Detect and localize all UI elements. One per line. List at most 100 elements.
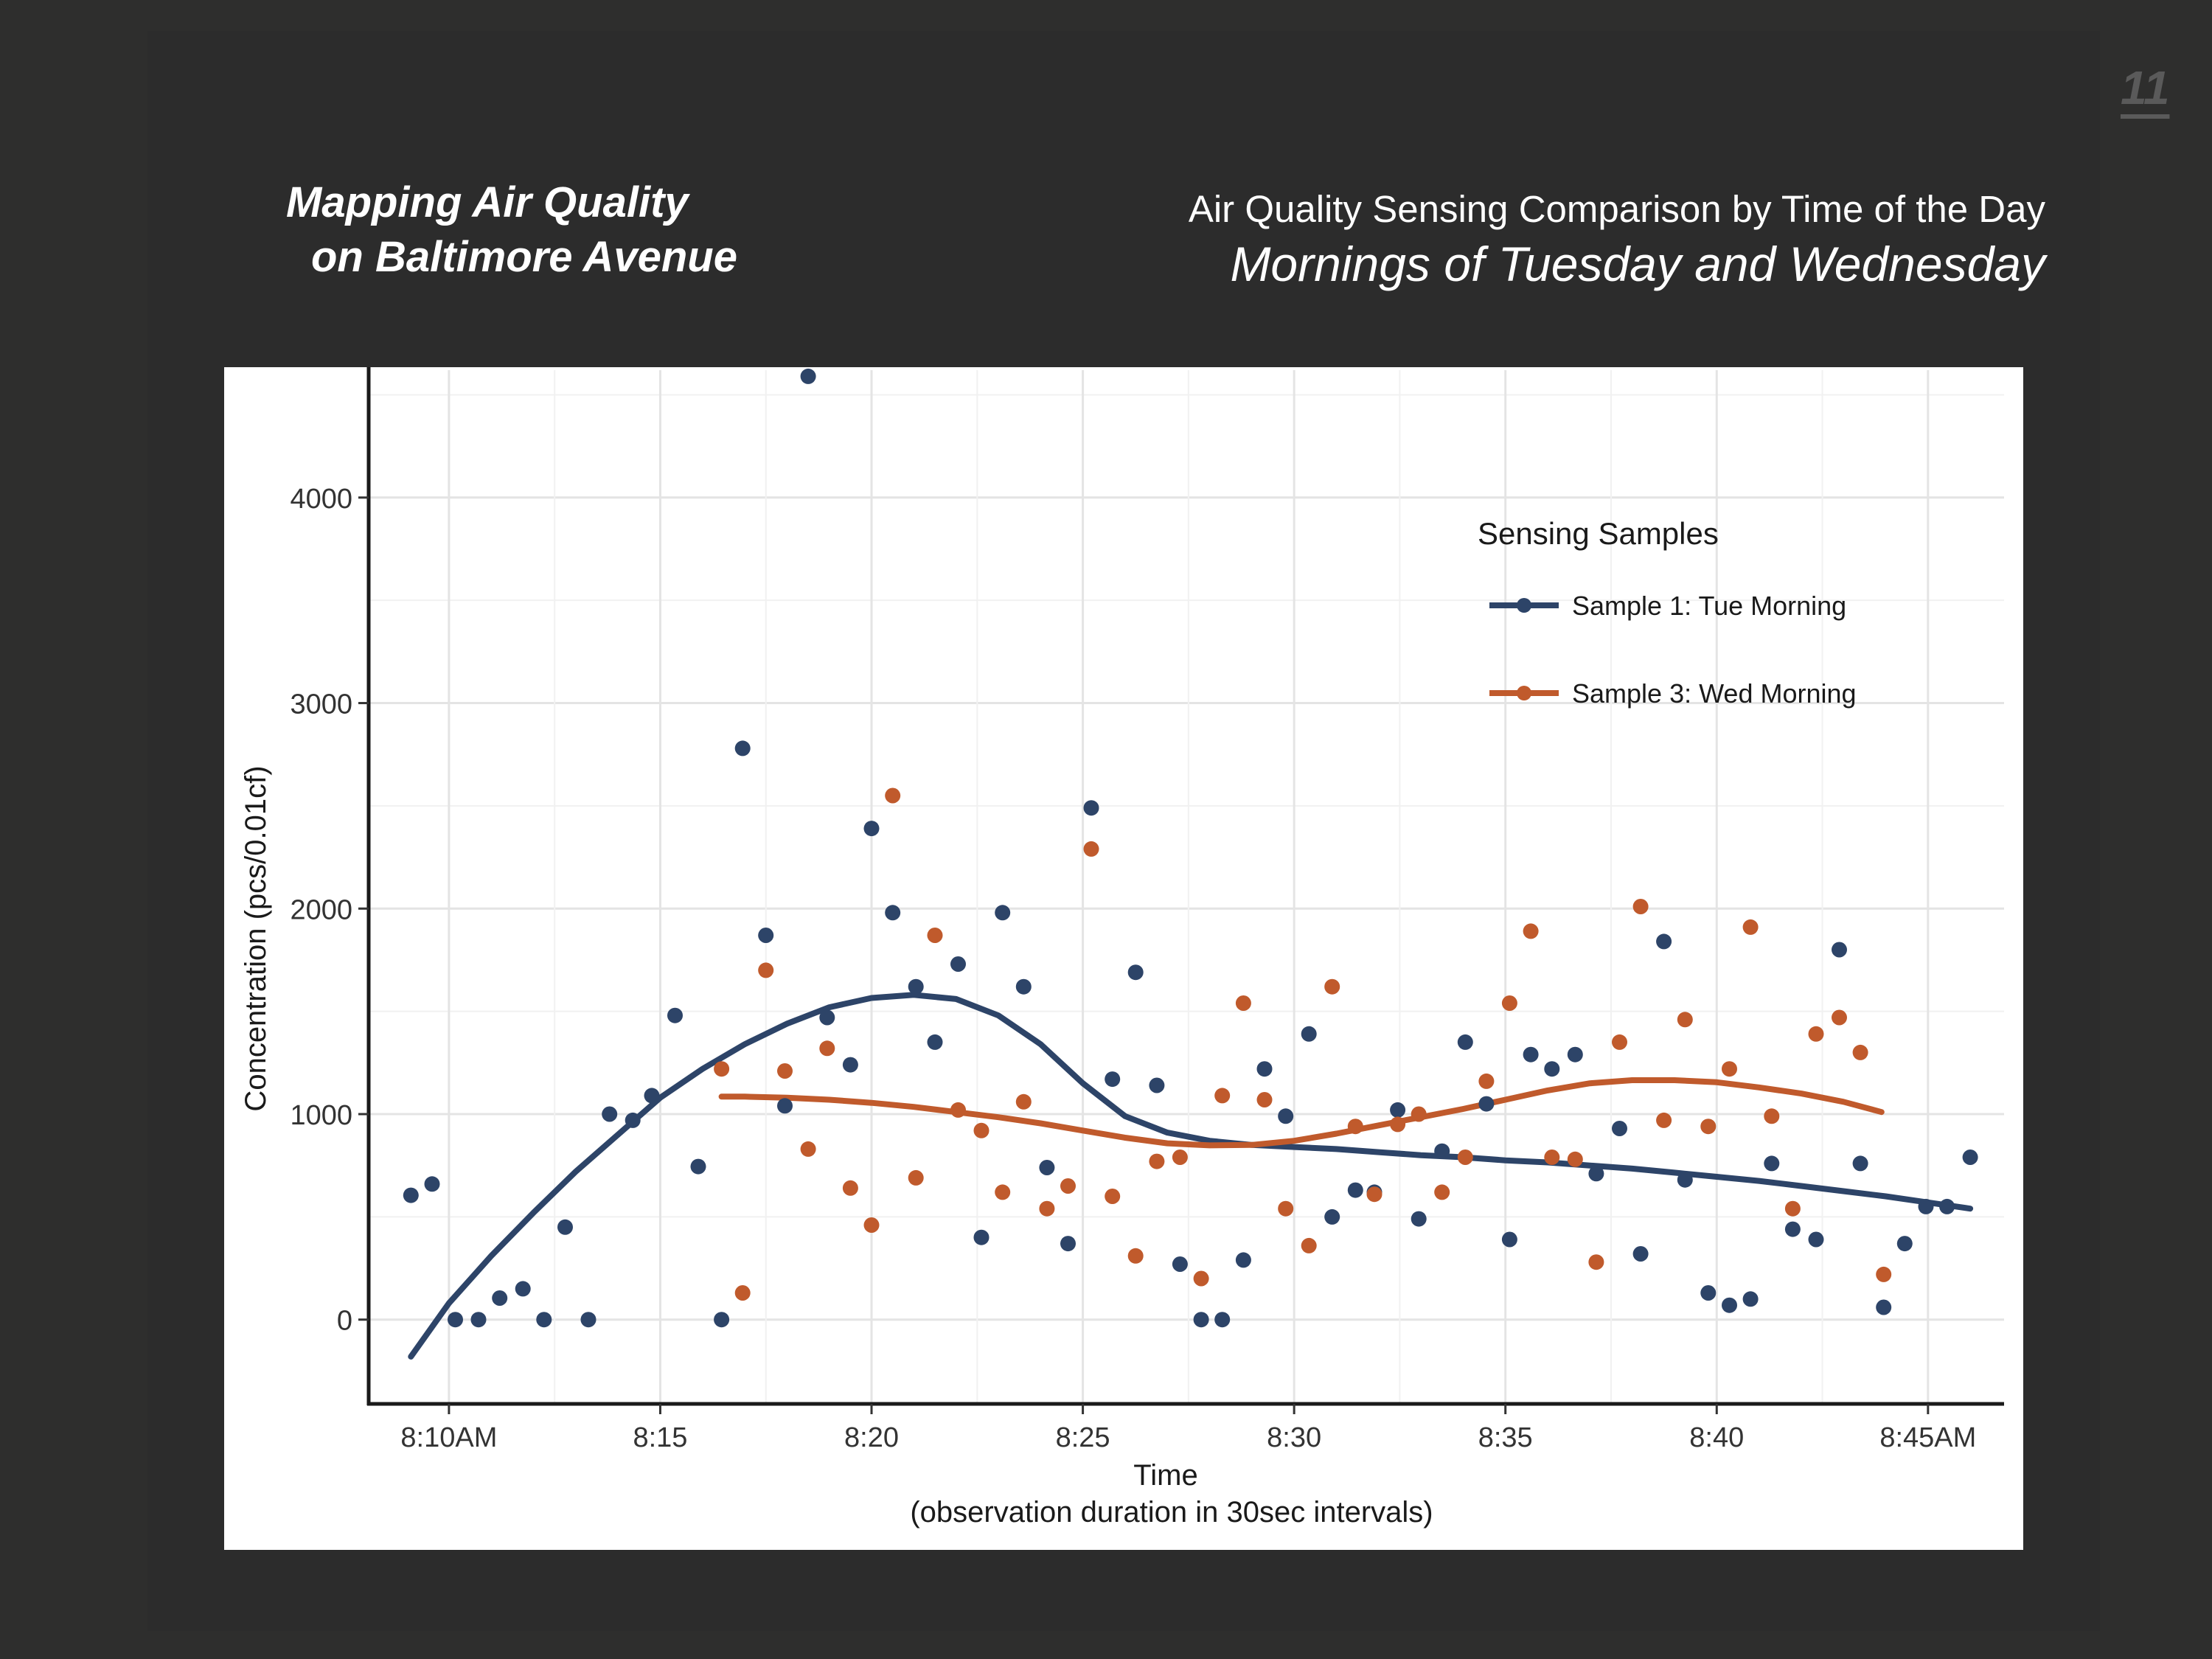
data-point-series-1	[1347, 1182, 1363, 1198]
data-point-series-1	[1324, 1208, 1340, 1225]
data-point-series-1	[714, 1312, 730, 1328]
data-point-series-1	[1808, 1231, 1824, 1248]
data-point-series-1	[1588, 1166, 1604, 1182]
y-tick-label: 3000	[290, 689, 352, 720]
data-point-series-2	[1256, 1092, 1273, 1107]
scatter-chart: 8:10AM 8:15 8:20 8:25 8:30 8:35 8:40 8:45AM 0 10…	[240, 367, 2004, 1528]
data-point-series-1	[470, 1312, 487, 1328]
data-point-series-2	[1193, 1270, 1209, 1287]
data-point-series-1	[625, 1112, 641, 1128]
data-point-series-1	[1039, 1160, 1055, 1175]
data-point-series-2	[1015, 1093, 1032, 1110]
data-point-series-1	[1015, 978, 1032, 995]
data-point-series-2	[714, 1061, 730, 1077]
data-point-series-1	[1193, 1312, 1209, 1328]
data-point-series-1	[557, 1219, 573, 1235]
data-point-series-1	[1764, 1155, 1780, 1172]
data-point-series-1	[1256, 1061, 1273, 1077]
x-tick-label: 8:10AM	[400, 1422, 497, 1453]
data-point-series-1	[1784, 1221, 1801, 1237]
x-tick-label: 8:35	[1478, 1422, 1533, 1453]
data-point-series-1	[1852, 1155, 1868, 1172]
data-point-series-1	[1127, 964, 1144, 981]
data-point-series-1	[758, 928, 774, 943]
y-tick-label: 1000	[290, 1100, 352, 1131]
data-point-series-1	[602, 1106, 618, 1122]
x-tick-label: 8:30	[1267, 1422, 1321, 1453]
data-point-series-2	[1808, 1026, 1824, 1042]
data-point-series-1	[1501, 1231, 1517, 1248]
data-point-series-1	[1612, 1121, 1627, 1136]
data-point-series-1	[927, 1034, 943, 1050]
data-point-series-2	[995, 1184, 1011, 1200]
data-points	[403, 368, 1978, 1328]
data-point-series-2	[927, 928, 943, 943]
slide-subtitle: Air Quality Sensing Comparison by Time o…	[1189, 186, 2045, 295]
data-point-series-1	[1876, 1299, 1892, 1315]
legend-label-sample-3: Sample 3: Wed Morning	[1572, 678, 1857, 709]
data-point-series-2	[1478, 1073, 1495, 1089]
data-point-series-2	[1876, 1266, 1892, 1282]
data-point-series-2	[885, 787, 901, 804]
data-point-series-1	[819, 1009, 835, 1026]
data-point-series-2	[1366, 1186, 1382, 1203]
data-point-series-1	[1083, 800, 1099, 816]
data-point-series-2	[1127, 1248, 1144, 1264]
chart-panel: 8:10AM 8:15 8:20 8:25 8:30 8:35 8:40 8:45AM 0 10…	[224, 367, 2023, 1550]
data-point-series-2	[1501, 995, 1517, 1011]
data-point-series-2	[1105, 1189, 1121, 1204]
data-point-series-1	[448, 1312, 463, 1328]
data-point-series-1	[995, 905, 1011, 921]
data-point-series-1	[1172, 1256, 1188, 1272]
data-point-series-1	[1632, 1246, 1649, 1262]
y-tick-label: 2000	[290, 894, 352, 925]
presentation-title: Mapping Air Quality on Baltimore Avenue	[286, 175, 737, 285]
data-point-series-1	[842, 1057, 858, 1073]
data-point-series-2	[1632, 899, 1649, 914]
x-tick-label: 8:40	[1689, 1422, 1744, 1453]
data-point-series-1	[1478, 1096, 1495, 1112]
data-point-series-1	[1896, 1236, 1913, 1252]
data-point-series-1	[1457, 1034, 1473, 1050]
data-point-series-1	[734, 740, 751, 757]
data-point-series-2	[1172, 1150, 1188, 1165]
data-point-series-2	[1324, 978, 1340, 995]
data-point-series-2	[1039, 1200, 1055, 1217]
data-point-series-1	[777, 1098, 793, 1114]
data-point-series-1	[1235, 1252, 1251, 1268]
data-point-series-1	[800, 368, 816, 384]
title-line-2: on Baltimore Avenue	[311, 233, 737, 281]
data-point-series-1	[885, 905, 901, 921]
data-point-series-1	[1214, 1312, 1231, 1328]
axes	[366, 367, 2004, 1406]
data-point-series-2	[1434, 1184, 1450, 1200]
data-point-series-2	[863, 1217, 880, 1233]
data-point-series-2	[908, 1169, 924, 1186]
data-point-series-1	[492, 1290, 508, 1306]
data-point-series-1	[973, 1229, 990, 1245]
data-point-series-2	[819, 1040, 835, 1057]
grid-lines	[369, 370, 2004, 1404]
data-point-series-1	[1544, 1061, 1560, 1077]
y-tick-label: 0	[337, 1306, 352, 1337]
data-point-series-2	[1149, 1153, 1165, 1169]
data-point-series-1	[1411, 1211, 1427, 1227]
trend-lines	[408, 992, 1974, 1360]
data-point-series-2	[1411, 1106, 1427, 1122]
subtitle-line-1: Air Quality Sensing Comparison by Time o…	[1188, 188, 2045, 230]
data-point-series-1	[1962, 1150, 1978, 1165]
x-tick-label: 8:15	[633, 1422, 687, 1453]
data-point-series-1	[424, 1176, 440, 1192]
y-axis-label: Concentration (pcs/0.01cf)	[240, 765, 272, 1111]
y-tick-labels: 0 1000 2000 3000 4000	[290, 484, 369, 1337]
data-point-series-1	[515, 1281, 531, 1297]
data-point-series-1	[1700, 1285, 1717, 1301]
data-point-series-2	[950, 1102, 966, 1118]
x-tick-label: 8:45AM	[1879, 1422, 1976, 1453]
data-point-series-2	[758, 962, 774, 978]
data-point-series-1	[1918, 1198, 1934, 1214]
data-point-series-1	[580, 1312, 597, 1328]
data-point-series-2	[1235, 995, 1251, 1011]
data-point-series-1	[1105, 1071, 1121, 1088]
data-point-series-2	[973, 1122, 990, 1138]
